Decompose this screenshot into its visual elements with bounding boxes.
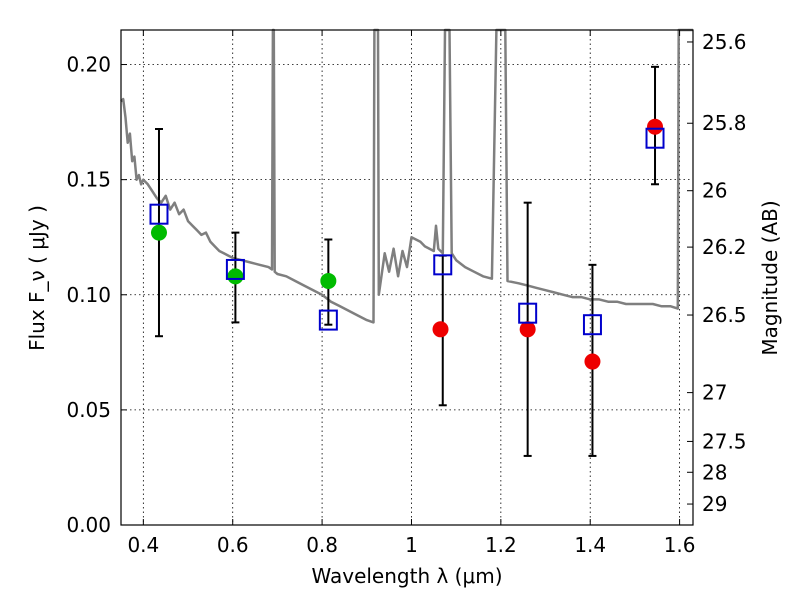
right-tick-label: 27.5 xyxy=(702,429,747,453)
data-point-circle xyxy=(227,268,244,285)
data-point-circle xyxy=(647,118,664,135)
x-tick-label: 1 xyxy=(405,533,418,557)
data-point-square xyxy=(225,258,245,280)
right-tick-label: 26.5 xyxy=(702,303,747,327)
data-point-circle xyxy=(432,321,449,338)
data-point-square xyxy=(318,309,338,331)
data-point-square xyxy=(518,302,538,324)
x-tick-label: 1.2 xyxy=(485,533,517,557)
data-point-circle xyxy=(150,224,167,241)
right-tick-label: 25.6 xyxy=(702,30,747,54)
data-point-circle xyxy=(584,353,601,370)
spectrum-line xyxy=(120,28,693,324)
x-tick-label: 0.6 xyxy=(217,533,249,557)
x-axis-ticks: 0.4 0.6 0.8 1 1.2 1.4 1.6 xyxy=(127,30,696,557)
right-tick-label: 25.8 xyxy=(702,111,747,135)
y-tick-label: 0.15 xyxy=(66,168,111,192)
y-tick-label: 0.00 xyxy=(66,513,111,537)
x-tick-label: 1.6 xyxy=(664,533,696,557)
data-point-square xyxy=(645,127,665,149)
x-tick-label: 1.4 xyxy=(574,533,606,557)
right-tick-label: 26 xyxy=(702,179,727,203)
y-tick-label: 0.05 xyxy=(66,398,111,422)
right-axis-label: Magnitude (AB) xyxy=(758,200,782,355)
right-tick-label: 26.2 xyxy=(702,235,747,259)
model-spectrum xyxy=(120,28,693,324)
data-point-circle xyxy=(320,272,337,289)
right-tick-label: 27 xyxy=(702,381,727,405)
grid xyxy=(121,30,693,526)
right-axis-ticks: 25.6 25.8 26 26.2 26.5 27 27.5 28 29 xyxy=(687,30,747,516)
y-tick-label: 0.20 xyxy=(66,53,111,77)
right-tick-label: 29 xyxy=(702,492,727,516)
data-points xyxy=(149,118,665,370)
x-axis-label: Wavelength λ (μm) xyxy=(311,564,502,588)
data-point-circle xyxy=(519,321,536,338)
data-point-square xyxy=(433,254,453,276)
plot-frame xyxy=(120,29,694,526)
y-axis-ticks: 0.00 0.05 0.10 0.15 0.20 xyxy=(66,53,127,537)
y-axis-label: Flux F_ν ( μJy ) xyxy=(25,205,49,351)
y-tick-label: 0.10 xyxy=(66,283,111,307)
right-tick-label: 28 xyxy=(702,460,727,484)
data-point-square xyxy=(149,203,169,225)
x-tick-label: 0.4 xyxy=(127,533,159,557)
x-tick-label: 0.8 xyxy=(306,533,338,557)
data-point-square xyxy=(582,314,602,336)
